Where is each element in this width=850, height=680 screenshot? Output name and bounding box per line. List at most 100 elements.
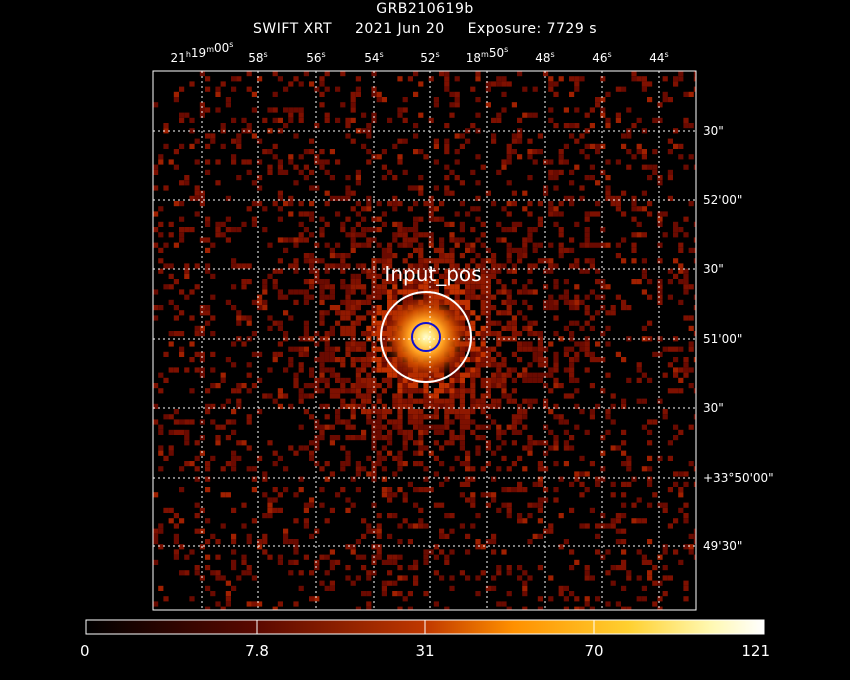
photon-pixel (340, 258, 346, 264)
photon-pixel (329, 195, 335, 201)
photon-pixel (324, 351, 330, 357)
photon-pixel (537, 606, 543, 610)
photon-pixel (522, 315, 528, 321)
photon-pixel (647, 559, 653, 565)
photon-pixel (397, 112, 403, 118)
photon-pixel (293, 383, 299, 389)
photon-pixel (589, 263, 595, 269)
photon-pixel (277, 554, 283, 560)
photon-pixel (376, 533, 382, 539)
photon-pixel (543, 383, 549, 389)
photon-pixel (652, 565, 658, 571)
photon-pixel (621, 585, 627, 591)
photon-pixel (184, 294, 190, 300)
photon-pixel (496, 331, 502, 337)
photon-pixel (376, 409, 382, 415)
photon-pixel (439, 71, 445, 77)
photon-pixel (428, 216, 434, 222)
photon-pixel (350, 237, 356, 243)
photon-pixel (153, 169, 159, 175)
photon-pixel (345, 544, 351, 550)
photon-pixel (376, 305, 382, 311)
photon-pixel (277, 351, 283, 357)
photon-pixel (350, 320, 356, 326)
photon-pixel (506, 570, 512, 576)
photon-pixel (366, 133, 372, 139)
photon-pixel (615, 294, 621, 300)
photon-pixel (485, 102, 491, 108)
photon-pixel (423, 549, 429, 555)
photon-pixel (371, 341, 377, 347)
photon-pixel (574, 258, 580, 264)
photon-pixel (631, 502, 637, 508)
photon-pixel (693, 481, 696, 487)
photon-pixel (329, 263, 335, 269)
photon-pixel (350, 310, 356, 316)
photon-pixel (688, 549, 694, 555)
photon-pixel (558, 232, 564, 238)
photon-pixel (641, 518, 647, 524)
photon-pixel (475, 575, 481, 581)
photon-pixel (423, 429, 429, 435)
photon-pixel (444, 221, 450, 227)
photon-pixel (584, 346, 590, 352)
photon-pixel (433, 102, 439, 108)
photon-pixel (293, 518, 299, 524)
photon-pixel (194, 159, 200, 165)
photon-pixel (480, 164, 486, 170)
photon-pixel (532, 289, 538, 295)
photon-pixel (345, 133, 351, 139)
photon-pixel (220, 81, 226, 87)
photon-pixel (444, 388, 450, 394)
photon-pixel (184, 263, 190, 269)
photon-pixel (355, 377, 361, 383)
photon-pixel (615, 206, 621, 212)
photon-pixel (179, 331, 185, 337)
photon-pixel (433, 138, 439, 144)
photon-pixel (163, 377, 169, 383)
photon-pixel (480, 305, 486, 311)
photon-pixel (584, 575, 590, 581)
photon-pixel (314, 154, 320, 160)
photon-pixel (584, 570, 590, 576)
photon-pixel (366, 310, 372, 316)
photon-pixel (366, 398, 372, 404)
photon-pixel (491, 497, 497, 503)
photon-pixel (288, 570, 294, 576)
photon-pixel (392, 143, 398, 149)
ra-tick-label: 58s (248, 50, 267, 65)
photon-pixel (501, 91, 507, 97)
photon-pixel (184, 273, 190, 279)
photon-pixel (527, 227, 533, 233)
photon-pixel (423, 201, 429, 207)
photon-pixel (179, 544, 185, 550)
photon-pixel (511, 138, 517, 144)
photon-pixel (303, 258, 309, 264)
photon-pixel (449, 112, 455, 118)
photon-pixel (407, 429, 413, 435)
photon-pixel (194, 440, 200, 446)
photon-pixel (189, 388, 195, 394)
photon-pixel (522, 518, 528, 524)
photon-pixel (298, 393, 304, 399)
photon-pixel (553, 175, 559, 181)
photon-pixel (418, 149, 424, 155)
photon-pixel (449, 221, 455, 227)
photon-pixel (569, 346, 575, 352)
photon-pixel (657, 502, 663, 508)
photon-pixel (527, 138, 533, 144)
photon-pixel (423, 591, 429, 597)
photon-pixel (459, 237, 465, 243)
photon-pixel (485, 346, 491, 352)
photon-pixel (251, 299, 257, 305)
photon-pixel (381, 149, 387, 155)
photon-pixel (589, 107, 595, 113)
source-region-inner-circle[interactable] (411, 322, 441, 352)
photon-pixel (543, 497, 549, 503)
photon-pixel (319, 487, 325, 493)
photon-pixel (418, 284, 424, 290)
photon-pixel (589, 357, 595, 363)
photon-pixel (657, 596, 663, 602)
photon-pixel (179, 310, 185, 316)
source-region-outer-circle[interactable] (380, 291, 472, 383)
